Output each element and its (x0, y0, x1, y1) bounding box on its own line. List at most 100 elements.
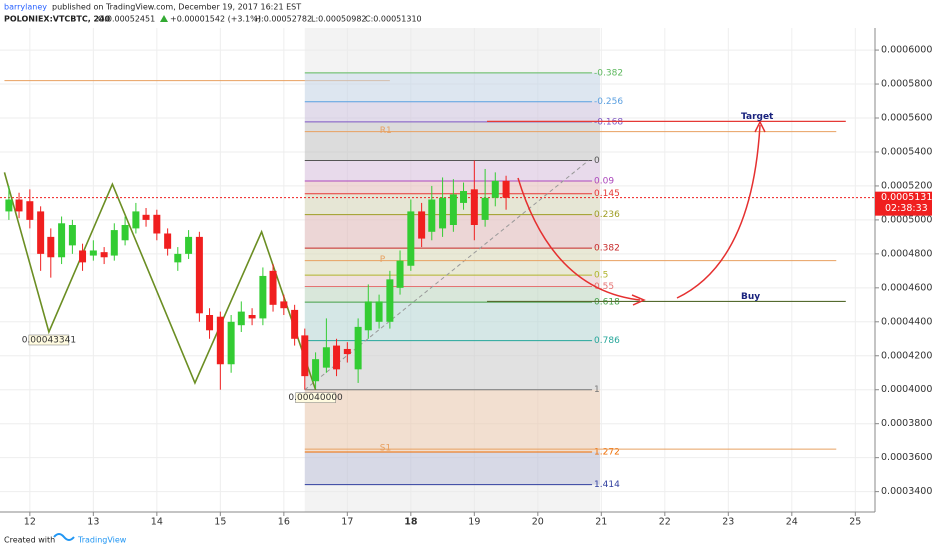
countdown: 02:38:33 (885, 203, 928, 214)
candle-body (100, 252, 108, 258)
candle-body (418, 211, 426, 239)
candle-body (269, 270, 277, 305)
fib-label: -0.256 (594, 97, 623, 107)
candle-body (216, 316, 224, 365)
x-tick-label: 23 (722, 517, 734, 528)
fib-label: 0.145 (594, 189, 620, 199)
last-price-label: 0.00051310 (881, 192, 932, 203)
ohlc-low: L:0.00050982 (311, 15, 367, 24)
candle-body (142, 214, 150, 220)
price-note: 0.00043341 (22, 335, 76, 345)
candle-body (153, 214, 161, 234)
change: +0.00001542 (+3.1%) (170, 15, 261, 24)
candle-body (343, 348, 351, 355)
fib-band (304, 389, 601, 453)
x-tick-label: 14 (151, 517, 163, 528)
candle-body (58, 223, 66, 258)
fib-band (304, 340, 601, 390)
candle-body (481, 197, 489, 220)
y-tick-label: 0.00060000 (881, 45, 932, 56)
candle-body (428, 199, 436, 232)
candle-body (5, 199, 13, 212)
fib-label: 0.382 (594, 244, 620, 254)
arrow (517, 177, 641, 301)
arrow (676, 124, 761, 299)
candle-body (185, 236, 193, 254)
candle-body (68, 224, 76, 246)
y-tick-label: 0.00040000 (881, 384, 932, 395)
x-tick-label: 20 (532, 517, 544, 528)
candle-body (37, 211, 45, 254)
arrow-head (754, 120, 766, 133)
fib-band (304, 286, 601, 303)
fib-label: 0 (594, 156, 600, 166)
price-note-box (295, 392, 336, 403)
candle-body (491, 180, 499, 198)
change-arrow (160, 15, 168, 22)
fib-trend (304, 160, 589, 391)
candle-body (227, 321, 235, 365)
candle-body (110, 230, 118, 256)
ohlc-high: H:0.00052782 (255, 15, 312, 24)
x-tick-label: 21 (595, 517, 607, 528)
fib-label: 1.272 (594, 448, 620, 458)
logo (53, 533, 75, 541)
fib-label: 0.09 (594, 177, 614, 187)
brand[interactable]: TradingView (77, 536, 127, 545)
fib-band (304, 181, 601, 194)
target-label: Target (741, 112, 774, 122)
x-tick-label: 12 (24, 517, 36, 528)
x-tick-label: 17 (341, 517, 353, 528)
fib-label: 0.55 (594, 282, 614, 292)
candle-body (291, 309, 299, 339)
candle-body (407, 211, 415, 266)
candle-body (79, 250, 87, 263)
publisher[interactable]: barrylaney (4, 3, 47, 12)
symbol: POLONIEX:VTCBTC, 240 (4, 15, 111, 24)
target-label: Buy (741, 292, 760, 302)
x-tick-label: 24 (786, 517, 798, 528)
fib-label: -0.168 (594, 117, 623, 127)
fib-label: 1 (594, 385, 600, 395)
fib-band (304, 302, 601, 341)
fib-label: 0.618 (594, 298, 620, 308)
candle-body (164, 233, 172, 249)
candle-body (280, 301, 288, 309)
price-note: 0.00040000 (288, 393, 343, 403)
candle-body (470, 189, 478, 225)
candle-body (354, 326, 362, 370)
candle-body (26, 201, 34, 220)
candle-body (259, 275, 267, 319)
candle-body (502, 180, 510, 198)
candle-body (439, 197, 447, 229)
candle-body (396, 260, 404, 288)
candle-body (195, 236, 203, 314)
ohlc-open: O:0.00052451 (98, 15, 155, 24)
fib-band (304, 121, 601, 161)
last-price-tag (875, 191, 932, 216)
published: published on TradingView.com, December 1… (52, 3, 301, 12)
candle-body (460, 191, 468, 203)
x-tick-label: 18 (404, 517, 418, 528)
candle-body (132, 211, 140, 229)
x-tick-label: 15 (214, 517, 226, 528)
arrow-head (631, 294, 646, 306)
candle-body (333, 345, 341, 370)
candle-body (364, 301, 372, 331)
candle-body (375, 301, 383, 322)
x-tick-label: 16 (278, 517, 290, 528)
candle-body (237, 311, 245, 326)
x-tick-label: 22 (659, 517, 671, 528)
fib-label: 1.414 (594, 480, 620, 490)
candle-body (121, 224, 129, 241)
